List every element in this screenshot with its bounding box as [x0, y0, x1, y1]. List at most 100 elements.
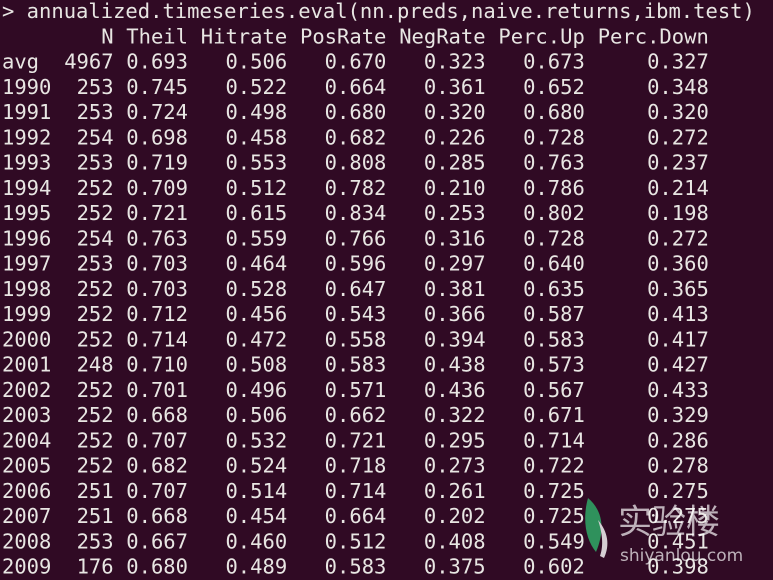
table-cell: 0.323: [424, 50, 486, 74]
table-cell: 0.549: [523, 529, 585, 553]
table-cell: 0.295: [424, 428, 486, 452]
table-cell: 4967: [64, 50, 113, 74]
table-cell: 0.712: [126, 302, 188, 326]
table-cell: 251: [77, 504, 114, 528]
table-cell: 0.710: [126, 353, 188, 377]
table-cell: 0.728: [523, 226, 585, 250]
command-line: > annualized.timeseries.eval(nn.preds,na…: [2, 0, 755, 23]
table-cell: 0.647: [325, 277, 387, 301]
table-cell: 0.718: [325, 454, 387, 478]
table-cell: 0.615: [225, 201, 287, 225]
table-cell: 0.322: [424, 403, 486, 427]
table-cell: 176: [77, 555, 114, 579]
table-cell: 0.237: [647, 151, 709, 175]
table-cell: 0.662: [325, 403, 387, 427]
watermark-site: shiyanlou.com: [620, 546, 743, 566]
table-cell: 0.464: [225, 252, 287, 276]
table-cell: 0.496: [225, 378, 287, 402]
row-label: 1991: [2, 100, 51, 124]
table-cell: 0.571: [325, 378, 387, 402]
table-cell: 0.524: [225, 454, 287, 478]
table-cell: 253: [77, 529, 114, 553]
table-cell: 0.226: [424, 125, 486, 149]
table-cell: 0.667: [126, 529, 188, 553]
row-label: 1990: [2, 75, 51, 99]
table-cell: 0.413: [647, 302, 709, 326]
table-cell: 253: [77, 252, 114, 276]
table-cell: 0.472: [225, 327, 287, 351]
table-cell: 0.714: [523, 428, 585, 452]
table-cell: 0.786: [523, 176, 585, 200]
table-cell: 252: [77, 454, 114, 478]
table-cell: 0.680: [126, 555, 188, 579]
table-cell: 0.528: [225, 277, 287, 301]
table-cell: 0.198: [647, 201, 709, 225]
table-cell: 248: [77, 353, 114, 377]
table-cell: 0.763: [523, 151, 585, 175]
table-cell: 0.583: [523, 327, 585, 351]
table-cell: 0.583: [325, 555, 387, 579]
row-label: 2002: [2, 378, 51, 402]
table-cell: 0.348: [647, 75, 709, 99]
table-cell: 0.451: [647, 529, 709, 553]
table-cell: 254: [77, 226, 114, 250]
table-cell: 0.522: [225, 75, 287, 99]
table-cell: 0.272: [647, 226, 709, 250]
table-cell: 0.745: [126, 75, 188, 99]
table-cell: 0.714: [126, 327, 188, 351]
table-cell: 0.365: [647, 277, 709, 301]
table-cell: 0.498: [225, 100, 287, 124]
table-cell: 0.703: [126, 252, 188, 276]
column-header: Theil: [126, 24, 188, 48]
column-header: Perc.Up: [498, 24, 584, 48]
row-label: 1995: [2, 201, 51, 225]
table-cell: 0.680: [523, 100, 585, 124]
table-cell: 0.427: [647, 353, 709, 377]
watermark: 实验楼 shiyanlou.com: [585, 498, 743, 566]
table-cell: 0.456: [225, 302, 287, 326]
table-cell: 0.721: [325, 428, 387, 452]
table-cell: 0.559: [225, 226, 287, 250]
table-cell: 0.514: [225, 479, 287, 503]
table-cell: 0.489: [225, 555, 287, 579]
table-cell: 0.316: [424, 226, 486, 250]
table-cell: 0.728: [523, 125, 585, 149]
table-cell: 0.802: [523, 201, 585, 225]
table-cell: 0.722: [523, 454, 585, 478]
table-cell: 0.360: [647, 252, 709, 276]
table-cell: 0.680: [325, 100, 387, 124]
table-cell: 0.698: [126, 125, 188, 149]
table-cell: 0.375: [424, 555, 486, 579]
table-cell: 0.286: [647, 428, 709, 452]
table-cell: 254: [77, 125, 114, 149]
row-label: 1997: [2, 252, 51, 276]
table-cell: 0.532: [225, 428, 287, 452]
table-cell: 0.766: [325, 226, 387, 250]
table-cell: 0.558: [325, 327, 387, 351]
table-cell: 0.635: [523, 277, 585, 301]
table-cell: 0.436: [424, 378, 486, 402]
table-cell: 252: [77, 327, 114, 351]
table-cell: 0.701: [126, 378, 188, 402]
table-cell: 0.275: [647, 504, 709, 528]
table-cell: 0.664: [325, 75, 387, 99]
table-cell: 0.721: [126, 201, 188, 225]
table-cell: 0.327: [647, 50, 709, 74]
table-cell: 0.408: [424, 529, 486, 553]
table-cell: 0.253: [424, 201, 486, 225]
row-label: 2006: [2, 479, 51, 503]
table-cell: 0.553: [225, 151, 287, 175]
table-cell: 0.693: [126, 50, 188, 74]
row-label: 1996: [2, 226, 51, 250]
table-cell: 0.725: [523, 504, 585, 528]
table-cell: 0.433: [647, 378, 709, 402]
column-header: Hitrate: [201, 24, 287, 48]
table-cell: 0.707: [126, 479, 188, 503]
table-cell: 0.261: [424, 479, 486, 503]
table-cell: 0.458: [225, 125, 287, 149]
row-label: 2008: [2, 529, 51, 553]
table-cell: 0.573: [523, 353, 585, 377]
table-cell: 0.640: [523, 252, 585, 276]
table-cell: 0.285: [424, 151, 486, 175]
